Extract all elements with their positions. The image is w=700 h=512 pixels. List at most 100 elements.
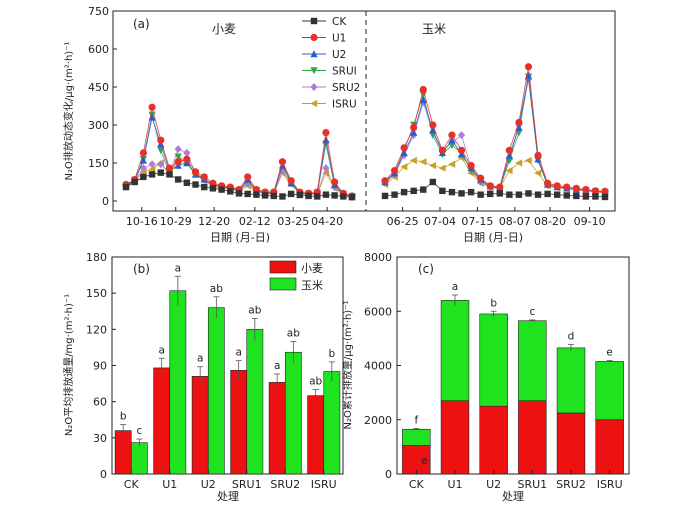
y-tick-label: 0 xyxy=(100,468,107,481)
data-point-ck xyxy=(131,178,138,186)
stacked-bar-wheat xyxy=(518,400,547,475)
panel-a-line-chart: (a) 小麦 玉米 0 150 300 450 600 750 10-16 10-29 12-… xyxy=(62,5,616,244)
data-point-u1 xyxy=(477,174,485,182)
data-point-ck xyxy=(218,186,225,193)
x-tick-label: 06-25 xyxy=(387,215,419,228)
data-point-ck xyxy=(477,191,484,198)
data-point-u1 xyxy=(278,158,287,166)
data-point-isru xyxy=(515,159,523,167)
data-point-ck xyxy=(287,190,295,198)
panel-c-label: (c) xyxy=(418,262,434,276)
significance-letter: ab xyxy=(210,283,223,295)
series-line-srui xyxy=(384,76,606,193)
data-point-ck xyxy=(515,191,523,198)
data-point-u1 xyxy=(438,146,446,154)
data-point-u1 xyxy=(486,182,494,190)
significance-letter: b xyxy=(328,348,335,360)
y-tick-label: 4000 xyxy=(364,360,392,373)
data-point-ck xyxy=(487,190,494,198)
legend-label: ISRU xyxy=(332,99,357,111)
data-point-u1 xyxy=(601,187,609,195)
data-point-ck xyxy=(400,188,408,196)
data-point-sru2 xyxy=(183,148,191,157)
data-point-u1 xyxy=(174,158,182,166)
x-tick-label: 04-20 xyxy=(311,215,343,228)
y-tick-label: 6000 xyxy=(364,305,392,318)
wheat-section-title: 小麦 xyxy=(212,22,236,36)
data-point-ck xyxy=(601,193,609,201)
x-tick-label: CK xyxy=(124,478,140,491)
y-tick-label: 30 xyxy=(93,432,107,445)
data-point-u2 xyxy=(322,136,330,144)
data-point-ck xyxy=(410,187,417,195)
bar-maize xyxy=(284,351,302,475)
bar-wheat xyxy=(307,395,325,475)
legend-marker-isru xyxy=(310,99,318,108)
data-point-u1 xyxy=(165,164,174,172)
data-point-u1 xyxy=(209,179,217,187)
legend-label: 玉米 xyxy=(301,279,323,292)
data-point-u1 xyxy=(457,146,466,154)
data-point-ck xyxy=(174,176,182,183)
legend-label: 小麦 xyxy=(301,262,323,275)
y-tick-label: 8000 xyxy=(364,251,392,264)
data-point-u1 xyxy=(381,177,389,185)
legend-label: SRUI xyxy=(332,66,357,78)
data-point-ck xyxy=(525,190,532,197)
data-point-ck xyxy=(314,193,321,200)
significance-letter: ab xyxy=(248,304,261,316)
series-line-sru2 xyxy=(384,79,606,193)
data-point-ck xyxy=(235,190,243,197)
significance-letter: e xyxy=(421,455,427,467)
data-point-srui xyxy=(515,129,523,137)
data-point-u1 xyxy=(157,136,165,144)
data-point-u1 xyxy=(544,179,552,187)
data-point-u1 xyxy=(563,183,571,191)
significance-letter: a xyxy=(158,344,164,356)
data-point-srui xyxy=(448,142,456,150)
panel-c-frame xyxy=(396,256,630,475)
data-point-isru xyxy=(505,167,513,175)
legend-label: CK xyxy=(332,16,347,28)
legend-label: SRU2 xyxy=(332,82,360,94)
x-tick-label: 02-12 xyxy=(239,215,271,228)
data-point-ck xyxy=(429,178,437,186)
data-point-ck xyxy=(348,194,356,201)
data-point-sru2 xyxy=(457,131,466,140)
data-point-ck xyxy=(534,191,542,198)
stacked-bar-maize xyxy=(440,300,470,402)
data-point-sru2 xyxy=(322,164,330,173)
x-tick-label: 10-29 xyxy=(160,215,192,228)
data-point-u2 xyxy=(410,128,418,136)
y-tick-label: 90 xyxy=(93,360,107,373)
data-point-u2 xyxy=(429,126,437,134)
data-point-u1 xyxy=(515,118,523,127)
data-point-isru xyxy=(148,165,156,173)
x-tick-label: CK xyxy=(409,478,425,491)
y-tick-label: 150 xyxy=(88,157,109,170)
data-point-isru xyxy=(400,163,408,171)
significance-letter: a xyxy=(197,353,203,365)
x-tick-label: U1 xyxy=(162,478,177,491)
significance-letter: a xyxy=(452,281,458,293)
data-point-u1 xyxy=(390,167,399,175)
panel-a-x-axis-label-right: 日期 (月-日) xyxy=(463,231,523,244)
x-tick-label: 07-15 xyxy=(461,215,493,228)
data-point-isru xyxy=(429,161,437,170)
data-point-u1 xyxy=(467,161,475,170)
legend-marker-u2 xyxy=(310,50,318,58)
x-tick-label: SRU1 xyxy=(517,478,547,491)
data-point-u1 xyxy=(419,85,427,94)
data-point-u1 xyxy=(200,173,208,181)
bar-wheat xyxy=(268,382,286,475)
legend-marker-sru2 xyxy=(310,83,318,91)
data-point-u1 xyxy=(400,144,408,152)
bar-maize xyxy=(323,371,341,475)
panel-a-y-axis-label: N₂O排放动态变化/μg·(m²·h)⁻¹ xyxy=(62,42,75,181)
legend-label: U1 xyxy=(332,33,346,45)
data-point-ck xyxy=(183,179,191,186)
data-point-ck xyxy=(331,192,338,199)
data-point-sru2 xyxy=(148,160,156,169)
